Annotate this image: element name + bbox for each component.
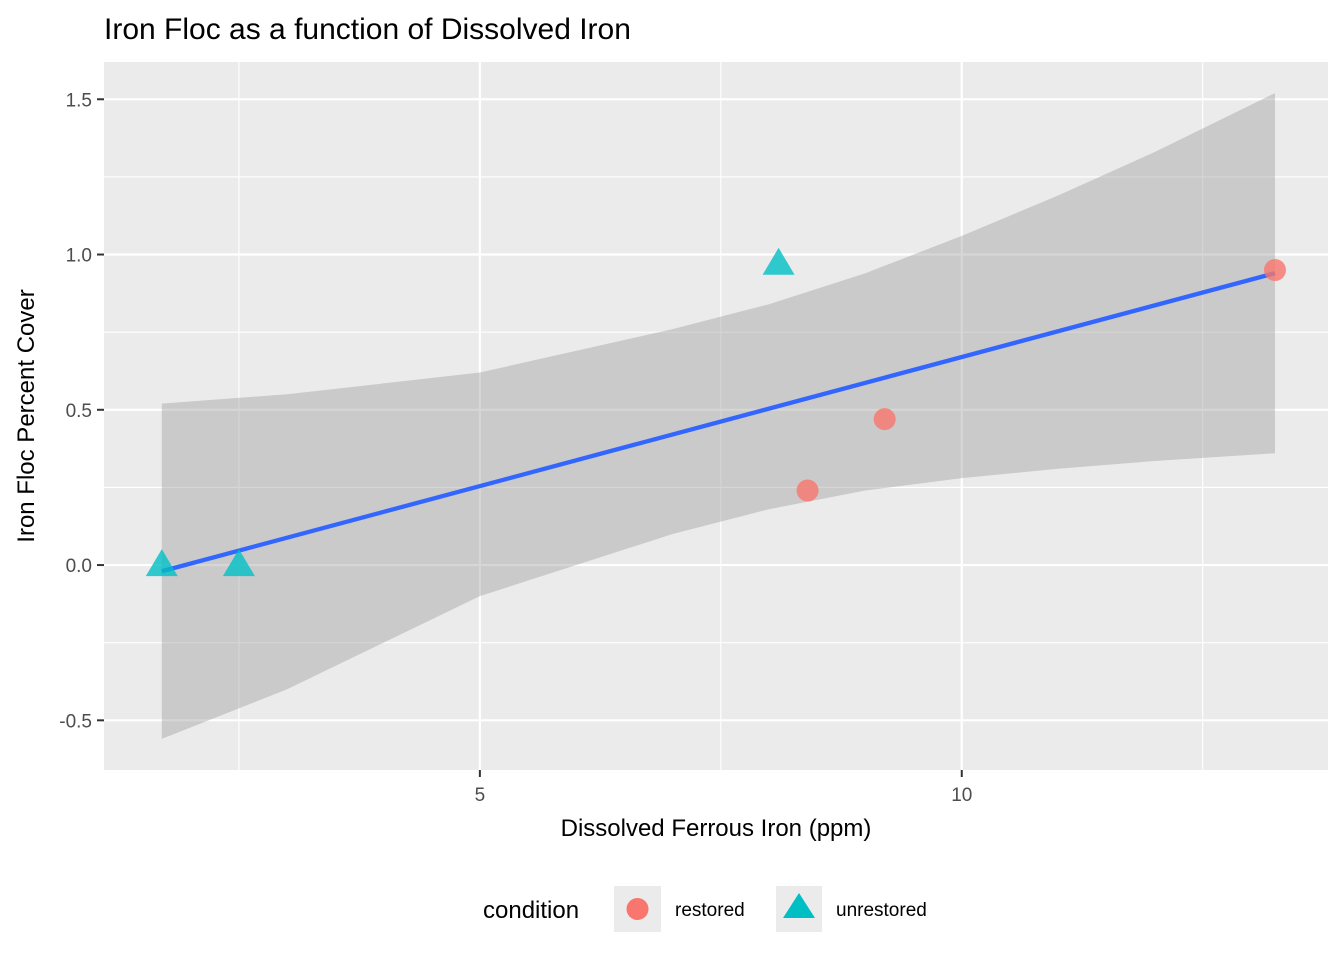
x-tick-label: 5	[475, 785, 486, 806]
legend: condition restored unrestored	[483, 886, 927, 932]
x-axis-title: Dissolved Ferrous Iron (ppm)	[561, 815, 872, 842]
point-unrestored	[145, 549, 178, 577]
minor-gridlines	[104, 62, 1328, 770]
y-tick-label: 1.5	[66, 90, 92, 111]
confidence-band-layer	[161, 93, 1275, 739]
legend-title: condition	[483, 897, 579, 924]
y-axis: -0.5 0.0 0.5 1.0 1.5	[59, 90, 104, 732]
chart-title: Iron Floc as a function of Dissolved Iro…	[104, 13, 631, 46]
plot-panel	[104, 62, 1328, 770]
point-restored	[796, 479, 819, 502]
y-tick-label: 0.0	[66, 556, 92, 577]
fit-line-layer	[161, 271, 1276, 574]
fit-line	[161, 271, 1276, 574]
point-restored	[1263, 259, 1286, 282]
y-tick-label: 0.5	[66, 401, 92, 422]
y-axis-title: Iron Floc Percent Cover	[13, 289, 40, 542]
point-unrestored	[762, 247, 795, 275]
confidence-band	[161, 93, 1275, 739]
legend-symbol-unrestored	[783, 893, 815, 918]
x-tick-label: 10	[951, 785, 972, 806]
y-tick-label: -0.5	[59, 711, 92, 732]
legend-label-unrestored: unrestored	[836, 900, 927, 921]
y-tick-label: 1.0	[66, 246, 92, 267]
point-restored	[873, 408, 896, 431]
major-gridlines	[104, 62, 1328, 770]
point-unrestored	[222, 549, 255, 577]
x-axis: 5 10	[475, 770, 972, 806]
legend-symbol-restored	[626, 898, 649, 920]
points-layer	[145, 247, 1286, 577]
legend-label-restored: restored	[675, 900, 745, 921]
